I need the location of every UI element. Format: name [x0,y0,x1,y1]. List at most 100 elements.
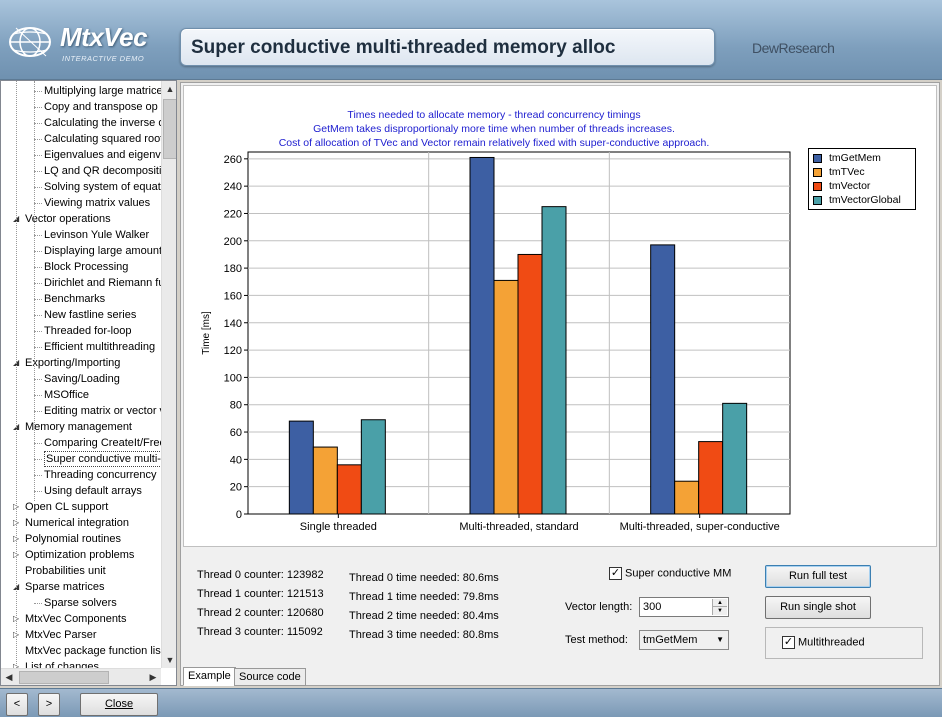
tree-item[interactable]: MSOffice [44,389,90,401]
thread-0-counter: Thread 0 counter: 123982 [197,569,324,581]
tree-item[interactable]: Solving system of equat [44,181,161,193]
tree-connector [34,475,42,476]
tree-item[interactable]: Numerical integration [25,517,129,529]
close-button[interactable]: Close [80,693,158,716]
chevron-down-icon[interactable]: ▼ [716,635,724,644]
checkbox-check-icon[interactable]: ✓ [609,567,622,580]
tree-item[interactable]: Comparing CreateIt/Free [44,437,161,449]
tree-connector [34,411,42,412]
tree-item[interactable]: MtxVec Components [25,613,127,625]
spin-buttons[interactable]: ▲ ▼ [712,599,727,615]
spin-up-icon[interactable]: ▲ [713,599,727,607]
tree-item[interactable]: Threading concurrency [44,469,157,481]
tree-item[interactable]: Editing matrix or vector v [44,405,161,417]
expand-icon[interactable]: ▷ [13,662,20,668]
thread-1-time: Thread 1 time needed: 79.8ms [349,591,499,603]
tree-item[interactable]: Displaying large amount [44,245,161,257]
thread-3-counter: Thread 3 counter: 115092 [197,626,323,638]
tree-item[interactable]: Open CL support [25,501,109,513]
tree-item[interactable]: Memory management [25,421,132,433]
tree-item[interactable]: Block Processing [44,261,129,273]
tree-item[interactable]: Calculating squared root [44,133,161,145]
tree-item[interactable]: Vector operations [25,213,111,225]
spin-down-icon[interactable]: ▼ [713,607,727,615]
test-method-select[interactable]: tmGetMem ▼ [639,630,729,650]
tree-connector [34,299,42,300]
forward-button[interactable]: > [38,693,60,716]
tree-item[interactable]: Levinson Yule Walker [44,229,150,241]
expand-icon[interactable]: ▷ [13,502,20,511]
tree-item[interactable]: Calculating the inverse o [44,117,161,129]
scroll-thumb-horizontal[interactable] [19,671,109,684]
tree-item[interactable]: New fastline series [44,309,137,321]
x-tick-label: Single threaded [300,521,377,533]
globe-icon [9,27,51,57]
y-tick-label: 240 [224,181,242,193]
tree-item[interactable]: Multiplying large matrice [44,85,161,97]
expand-icon[interactable]: ▷ [13,518,20,527]
scroll-right-icon[interactable]: ▶ [149,672,157,682]
y-tick-label: 260 [224,154,242,166]
legend-label: tmVectorGlobal [829,194,901,206]
tree-item[interactable]: Sparse matrices [25,581,105,593]
multithreaded-checkbox[interactable]: ✓ Multithreaded [782,636,865,649]
run-full-test-button[interactable]: Run full test [765,565,871,588]
tab-source-code[interactable]: Source code [234,668,306,686]
tree-item[interactable]: Copy and transpose op [44,101,158,113]
collapse-icon[interactable]: ◢ [13,422,20,431]
bar-tmGetMem [650,244,676,515]
tree-item[interactable]: Viewing matrix values [44,197,151,209]
collapse-icon[interactable]: ◢ [13,358,20,367]
tree-item[interactable]: MtxVec Parser [25,629,97,641]
bar-chart: 0 20 40 60 80 100 120 140 160 180 200 220 240 260 Sing… [201,151,791,533]
tree-item[interactable]: Benchmarks [44,293,106,305]
tree-item[interactable]: Super conductive multi-t [44,451,161,467]
tree-item[interactable]: Efficient multithreading [44,341,156,353]
tab-example[interactable]: Example [183,667,236,686]
tree-item[interactable]: Sparse solvers [44,597,117,609]
tree-item[interactable]: Saving/Loading [44,373,120,385]
collapse-icon[interactable]: ◢ [13,582,20,591]
tree-item[interactable]: Threaded for-loop [44,325,132,337]
vector-length-input[interactable]: 300 ▲ ▼ [639,597,729,617]
checkbox-check-icon[interactable]: ✓ [782,636,795,649]
collapse-icon[interactable]: ◢ [13,214,20,223]
expand-icon[interactable]: ▷ [13,534,20,543]
tree-connector [34,171,42,172]
tree-vertical-scrollbar[interactable]: ▲ ▼ [161,81,176,668]
y-tick-label: 180 [224,263,242,275]
bar-tmGetMem [288,420,314,515]
tree-item[interactable]: List of changes [25,661,99,668]
tree-item[interactable]: Optimization problems [25,549,135,561]
y-tick-label: 20 [230,482,242,494]
expand-icon[interactable]: ▷ [13,630,20,639]
bar-tmVectorGlobal [360,419,386,515]
run-single-shot-button[interactable]: Run single shot [765,596,871,619]
legend-label: tmGetMem [829,152,881,164]
super-conductive-checkbox[interactable]: ✓ Super conductive MM [609,567,731,580]
tree-item[interactable]: Polynomial routines [25,533,121,545]
tree-item[interactable]: Dirichlet and Riemann fu [44,277,161,289]
scroll-up-icon[interactable]: ▲ [165,84,175,94]
tree-connector [34,379,42,380]
legend-item: tmTVec [813,165,911,179]
chart-title-line-2: GetMem takes disproportionaly more time … [313,123,675,135]
results-panel: Thread 0 counter: 123982 Thread 1 counte… [183,551,937,665]
tree-item[interactable]: MtxVec package function lis [25,645,161,657]
tree-item[interactable]: Eigenvalues and eigenv [44,149,161,161]
tree-item[interactable]: Using default arrays [44,485,142,497]
back-button[interactable]: < [6,693,28,716]
tree-guide [16,81,17,668]
tree-horizontal-scrollbar[interactable]: ◀ ▶ [1,668,161,685]
tree-item[interactable]: Exporting/Importing [25,357,121,369]
tree-item[interactable]: Probabilities unit [25,565,106,577]
thread-1-counter: Thread 1 counter: 121513 [197,588,324,600]
scroll-thumb[interactable] [163,99,176,159]
chart-title-line-3: Cost of allocation of TVec and Vector re… [278,137,710,149]
scroll-down-icon[interactable]: ▼ [165,655,175,665]
expand-icon[interactable]: ▷ [13,614,20,623]
thread-3-time: Thread 3 time needed: 80.8ms [349,629,499,641]
tree-item[interactable]: LQ and QR decompositi [44,165,161,177]
expand-icon[interactable]: ▷ [13,550,20,559]
scroll-left-icon[interactable]: ◀ [5,672,13,682]
